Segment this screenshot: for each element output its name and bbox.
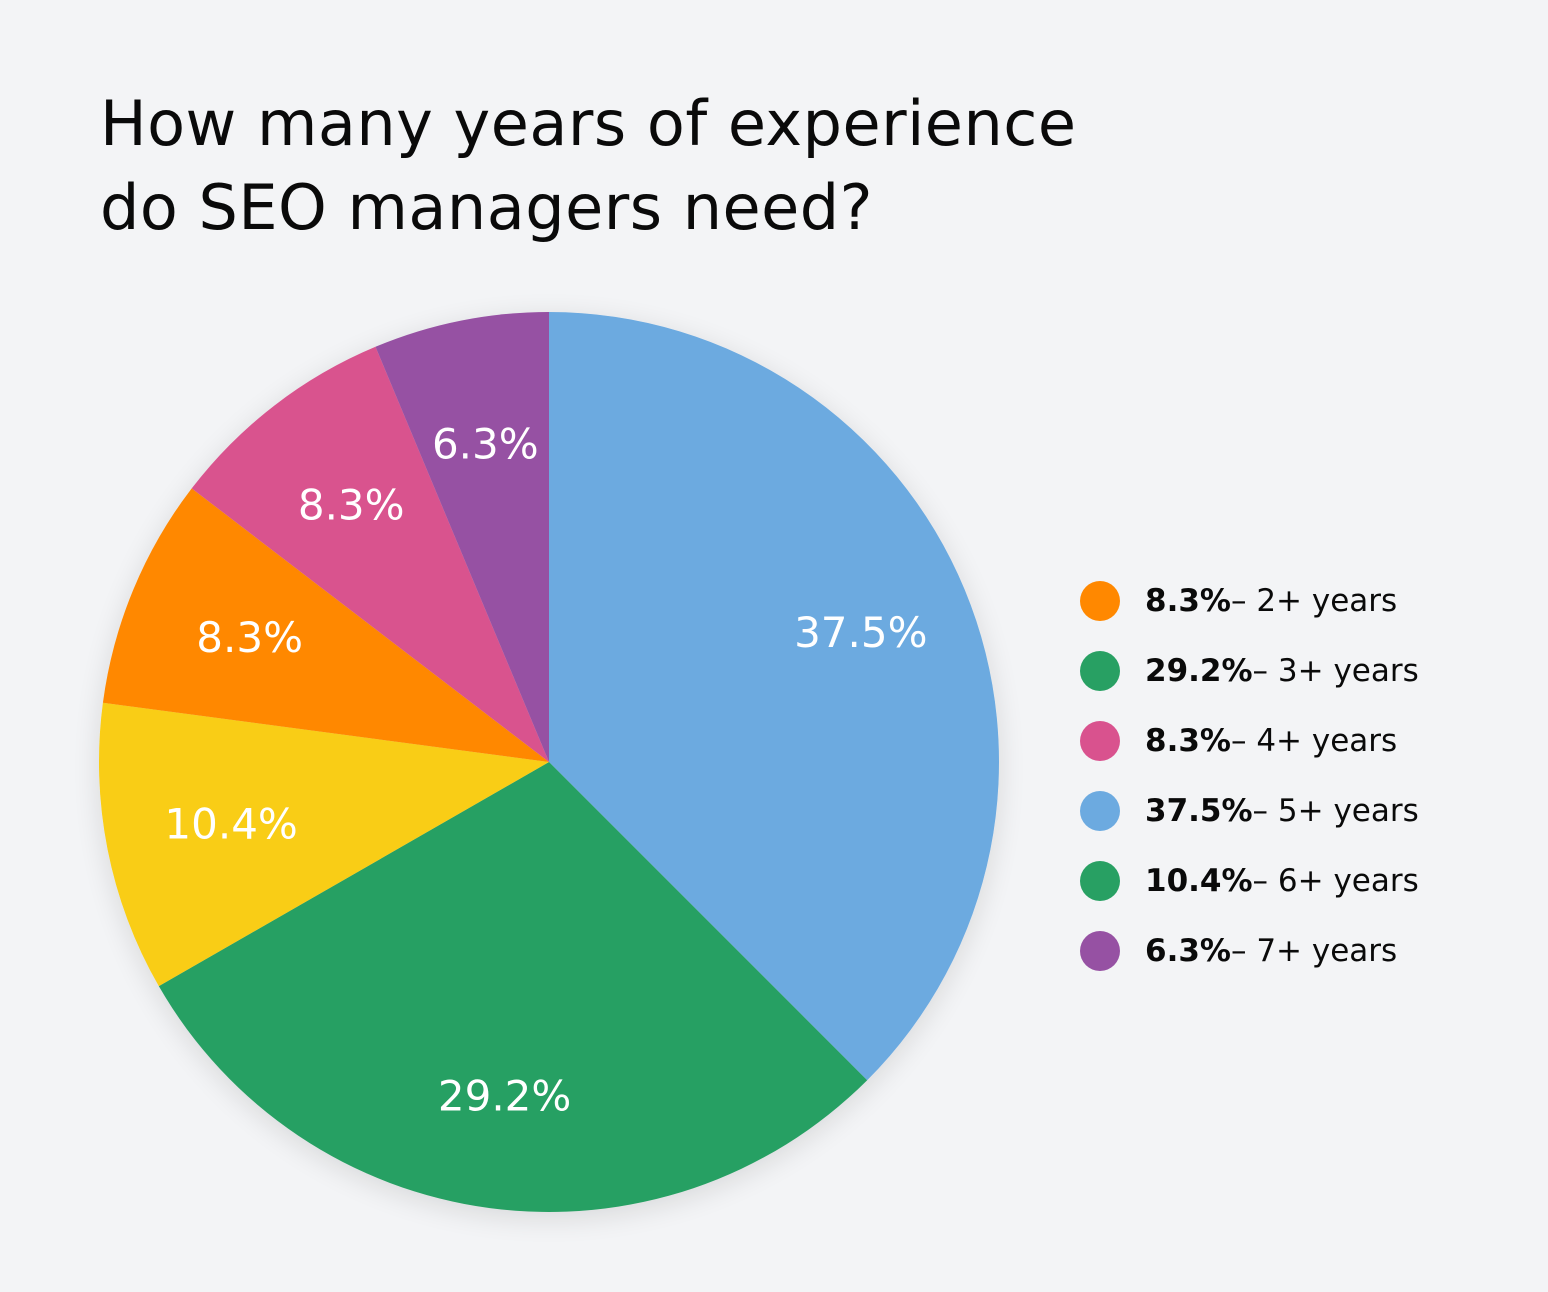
pie-slice-4-years <box>191 346 549 762</box>
legend-swatch <box>1080 581 1120 621</box>
legend-percent: 8.3% <box>1145 723 1231 759</box>
pie-data-label: 10.4% <box>164 800 297 849</box>
pie-slice-5-years <box>549 312 999 1081</box>
pie-slice-7-years <box>375 312 549 762</box>
legend-percent: 37.5% <box>1145 793 1253 829</box>
legend-percent: 29.2% <box>1145 653 1253 689</box>
legend: 8.3% – 2+ years 29.2% – 3+ years 8.3% – … <box>1080 566 1419 986</box>
legend-swatch <box>1080 791 1120 831</box>
legend-swatch <box>1080 931 1120 971</box>
chart-title-line-1: How many years of experience <box>100 87 1077 160</box>
legend-swatch <box>1080 861 1120 901</box>
legend-item: 29.2% – 3+ years <box>1080 636 1419 706</box>
pie-data-label: 8.3% <box>196 613 303 662</box>
chart-title-line-2: do SEO managers need? <box>100 171 874 244</box>
legend-label: – 7+ years <box>1230 933 1398 969</box>
legend-label: – 4+ years <box>1230 723 1398 759</box>
legend-percent: 10.4% <box>1145 863 1253 899</box>
legend-percent: 6.3% <box>1145 933 1231 969</box>
legend-item: 10.4% – 6+ years <box>1080 846 1419 916</box>
pie-slice-6-years <box>98 702 549 987</box>
legend-percent: 8.3% <box>1145 583 1231 619</box>
legend-label: – 2+ years <box>1230 583 1398 619</box>
legend-item: 8.3% – 2+ years <box>1080 566 1419 636</box>
legend-swatch <box>1080 721 1120 761</box>
legend-swatch <box>1080 651 1120 691</box>
chart-title: How many years of experience do SEO mana… <box>100 82 1300 250</box>
pie-slice-3-years <box>158 762 868 1212</box>
legend-label: – 6+ years <box>1252 863 1419 899</box>
pie-data-label: 8.3% <box>298 480 405 529</box>
legend-item: 37.5% – 5+ years <box>1080 776 1419 846</box>
legend-item: 8.3% – 4+ years <box>1080 706 1419 776</box>
pie-data-label: 37.5% <box>794 608 927 657</box>
legend-item: 6.3% – 7+ years <box>1080 916 1419 986</box>
pie-data-label: 29.2% <box>438 1072 571 1121</box>
pie-slice-2-years <box>102 488 550 762</box>
legend-label: – 3+ years <box>1252 653 1419 689</box>
legend-label: – 5+ years <box>1252 793 1419 829</box>
pie-data-label: 6.3% <box>432 419 539 468</box>
